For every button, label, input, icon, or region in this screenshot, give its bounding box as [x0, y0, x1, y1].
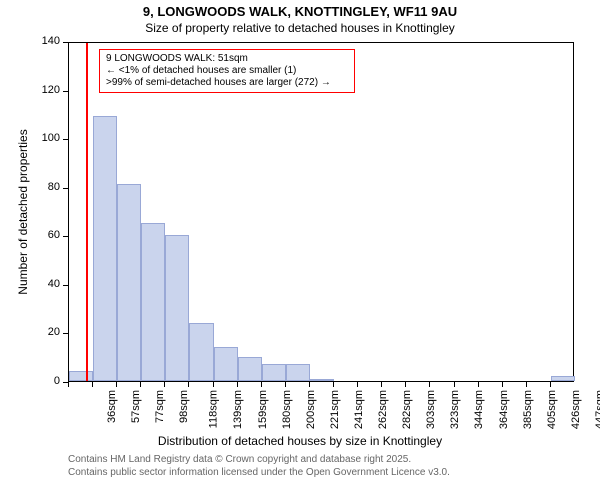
x-tick-mark	[140, 382, 141, 387]
reference-line	[86, 43, 88, 381]
x-tick-mark	[213, 382, 214, 387]
x-tick-mark	[285, 382, 286, 387]
x-tick-mark	[164, 382, 165, 387]
y-tick-label: 60	[30, 229, 60, 241]
annotation-box: 9 LONGWOODS WALK: 51sqm← <1% of detached…	[99, 49, 355, 93]
histogram-bar	[165, 235, 189, 381]
y-tick-mark	[63, 333, 68, 334]
x-tick-mark	[92, 382, 93, 387]
x-tick-label: 77sqm	[154, 390, 166, 423]
histogram-bar	[310, 379, 334, 381]
x-tick-label: 344sqm	[474, 390, 486, 429]
x-tick-label: 241sqm	[353, 390, 365, 429]
histogram-bar	[69, 371, 93, 381]
y-tick-label: 20	[30, 326, 60, 338]
x-axis-label: Distribution of detached houses by size …	[0, 434, 600, 448]
y-tick-label: 100	[30, 132, 60, 144]
x-tick-mark	[478, 382, 479, 387]
x-tick-label: 159sqm	[257, 390, 269, 429]
x-tick-mark	[405, 382, 406, 387]
x-tick-label: 118sqm	[208, 390, 220, 428]
chart-subtitle: Size of property relative to detached ho…	[0, 21, 600, 35]
annotation-line: ← <1% of detached houses are smaller (1)	[106, 65, 348, 77]
chart-title: 9, LONGWOODS WALK, KNOTTINGLEY, WF11 9AU	[0, 4, 600, 19]
x-tick-label: 139sqm	[233, 390, 245, 429]
x-tick-label: 405sqm	[546, 390, 558, 429]
x-tick-label: 57sqm	[130, 390, 142, 423]
plot-area: 9 LONGWOODS WALK: 51sqm← <1% of detached…	[68, 42, 574, 382]
x-tick-mark	[237, 382, 238, 387]
x-tick-label: 385sqm	[522, 390, 534, 429]
y-tick-label: 0	[30, 375, 60, 387]
x-tick-mark	[429, 382, 430, 387]
x-tick-mark	[309, 382, 310, 387]
x-tick-mark	[188, 382, 189, 387]
y-tick-mark	[63, 188, 68, 189]
x-tick-label: 221sqm	[329, 390, 341, 429]
x-tick-mark	[381, 382, 382, 387]
y-tick-mark	[63, 139, 68, 140]
x-tick-mark	[454, 382, 455, 387]
histogram-bar	[141, 223, 165, 381]
histogram-bar	[551, 376, 575, 381]
x-tick-label: 180sqm	[281, 390, 293, 429]
histogram-bar	[214, 347, 238, 381]
x-tick-label: 323sqm	[449, 390, 461, 429]
x-tick-label: 426sqm	[570, 390, 582, 429]
y-axis-label: Number of detached properties	[16, 112, 30, 312]
y-tick-label: 40	[30, 278, 60, 290]
x-tick-mark	[526, 382, 527, 387]
y-tick-label: 120	[30, 84, 60, 96]
histogram-bar	[262, 364, 286, 381]
histogram-bar	[286, 364, 310, 381]
y-tick-mark	[63, 91, 68, 92]
footer-line-1: Contains HM Land Registry data © Crown c…	[68, 454, 450, 467]
y-tick-mark	[63, 285, 68, 286]
x-tick-label: 364sqm	[498, 390, 510, 429]
x-tick-label: 36sqm	[106, 390, 118, 423]
x-tick-label: 303sqm	[425, 390, 437, 429]
y-tick-mark	[63, 236, 68, 237]
annotation-line: >99% of semi-detached houses are larger …	[106, 77, 348, 89]
x-tick-mark	[116, 382, 117, 387]
histogram-bar	[189, 323, 213, 381]
chart-footer: Contains HM Land Registry data © Crown c…	[68, 454, 450, 479]
x-tick-label: 282sqm	[401, 390, 413, 429]
x-tick-mark	[68, 382, 69, 387]
x-tick-mark	[357, 382, 358, 387]
y-tick-label: 80	[30, 181, 60, 193]
annotation-line: 9 LONGWOODS WALK: 51sqm	[106, 53, 348, 65]
x-tick-mark	[261, 382, 262, 387]
y-tick-mark	[63, 42, 68, 43]
x-tick-mark	[333, 382, 334, 387]
histogram-bar	[93, 116, 117, 381]
x-tick-label: 200sqm	[305, 390, 317, 429]
histogram-bar	[117, 184, 141, 381]
x-tick-label: 98sqm	[178, 390, 190, 423]
x-tick-label: 262sqm	[377, 390, 389, 429]
y-tick-label: 140	[30, 35, 60, 47]
x-tick-mark	[550, 382, 551, 387]
x-tick-mark	[502, 382, 503, 387]
footer-line-2: Contains public sector information licen…	[68, 467, 450, 480]
x-tick-label: 447sqm	[594, 390, 600, 429]
histogram-bar	[238, 357, 262, 381]
